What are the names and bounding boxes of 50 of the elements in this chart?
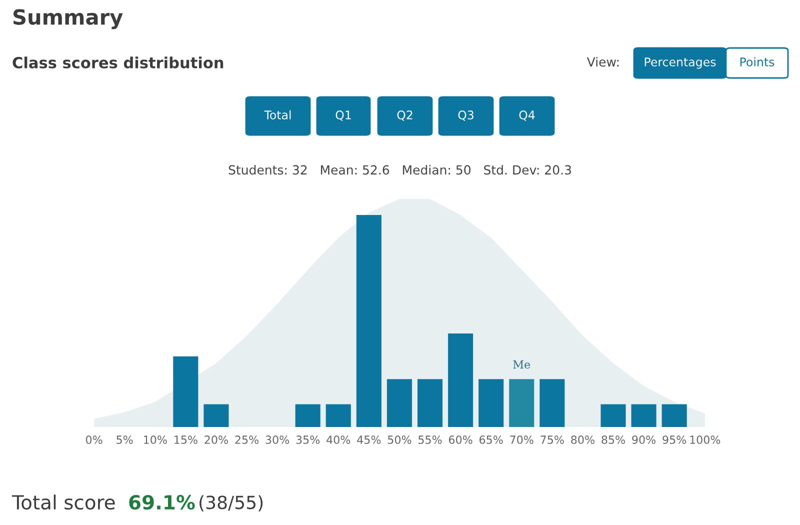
x-tick-label: 20% [204,436,228,444]
x-tick-label: 15% [174,436,198,444]
bar [295,404,320,427]
text: Students: 32 Mean: 52.6 Median: 50 Std. Dev: 20.3 [228,164,571,175]
x-tick-label: 10% [144,436,167,444]
text: Total [264,110,291,120]
text: (38/55) [200,495,263,512]
bar [356,214,382,427]
annotation: Me [513,360,530,369]
bar [631,404,656,427]
text: Points [740,57,774,66]
bar [509,379,534,427]
text: Q4 [519,110,535,121]
x-tick-label: 70% [510,436,534,444]
x-tick-label: 65% [480,436,503,444]
x-tick-label: 60% [448,436,472,444]
x-tick-label: 95% [662,436,686,444]
x-tick-label: 45% [357,436,381,444]
x-tick-label: 35% [296,436,320,444]
bar [386,379,412,427]
text: Q3 [458,110,474,121]
x-tick-label: 0% [86,436,102,444]
chart-title: Summary [13,9,123,30]
x-tick-label: 90% [632,436,656,444]
text: Total score [12,494,115,510]
x-tick-label: 55% [418,436,442,444]
x-tick-label: 75% [540,436,564,444]
bar [204,404,229,427]
bar [600,404,626,427]
x-tick-label: 85% [602,436,625,444]
text: View: [586,56,619,67]
x-tick-label: 30% [266,436,290,444]
x-tick-label: 25% [235,436,258,444]
bar [173,356,198,427]
text: 69.1% [129,494,195,510]
text: Q1 [336,110,351,121]
bar [326,404,351,427]
bar [478,379,504,427]
x-tick-label: 80% [571,436,594,444]
bar [448,334,474,427]
x-tick-label: 50% [388,436,412,444]
bar [417,379,443,427]
x-tick-label: 40% [326,436,350,444]
bar [540,379,565,427]
bar [662,404,687,427]
x-tick-label: 5% [116,436,133,444]
text: Q2 [397,110,412,121]
text: Percentages [644,58,716,69]
chart-subtitle: Class scores distribution [12,56,224,68]
x-tick-label: 100% [690,436,720,444]
